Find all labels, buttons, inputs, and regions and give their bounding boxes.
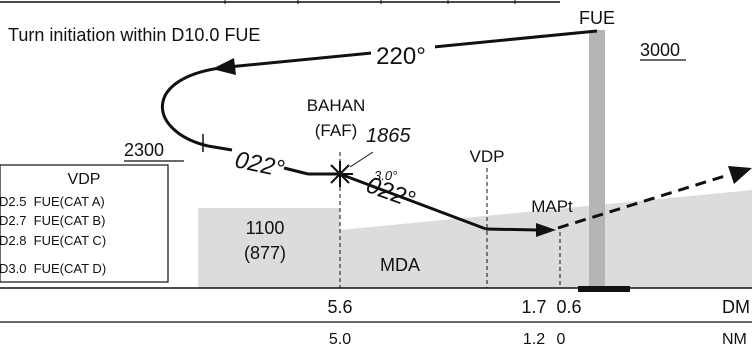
vdp-label: VDP (470, 147, 505, 166)
altitude-2300: 2300 (124, 140, 164, 160)
mda-level-track (485, 227, 539, 232)
runway-threshold-bar (578, 286, 630, 292)
turn-initiation-note: Turn initiation within D10.0 FUE (8, 25, 260, 45)
vdp-table-row: D2.5 FUE(CAT A) (0, 194, 105, 209)
course-022-first: 022° (232, 146, 287, 183)
missed-approach-track (557, 173, 729, 230)
dme-0.6: 0.6 (556, 297, 581, 317)
faf-name: BAHAN (307, 96, 366, 115)
dme-axis-label: DM (722, 297, 750, 317)
vdp-table-row: D2.8 FUE(CAT C) (0, 233, 106, 248)
procedure-turn (160, 65, 229, 148)
vdp-table-row: D3.0 FUE(CAT D) (0, 261, 106, 276)
altitude-1865: 1865 (366, 125, 411, 147)
fix-fue-label: FUE (579, 8, 615, 28)
hat-value: (877) (244, 243, 286, 263)
course-022-second: 022° (363, 171, 419, 213)
nm-0: 0 (557, 331, 566, 348)
faf-role: (FAF) (315, 121, 358, 140)
vdp-table-title: VDP (68, 171, 101, 188)
altitude-3000: 3000 (640, 40, 680, 60)
final-descent-track (339, 172, 487, 231)
runway-band (589, 30, 605, 288)
terrain-area (198, 190, 752, 288)
mda-label: MDA (380, 255, 420, 275)
mapt-label: MAPt (531, 197, 573, 216)
dme-5.6: 5.6 (327, 297, 352, 317)
nm-1.2: 1.2 (523, 331, 545, 348)
course-220: 220° (376, 43, 426, 70)
nm-axis-label: NM (722, 331, 747, 348)
nm-5.0: 5.0 (329, 331, 351, 348)
dme-1.7: 1.7 (521, 297, 546, 317)
vdp-table (0, 164, 169, 283)
missed-approach-arrowhead (728, 166, 752, 184)
mapt-arrowhead (536, 223, 556, 237)
vdp-table-row: D2.7 FUE(CAT B) (0, 213, 105, 228)
mda-value: 1100 (246, 218, 285, 238)
glide-angle: 3.0° (374, 168, 397, 183)
